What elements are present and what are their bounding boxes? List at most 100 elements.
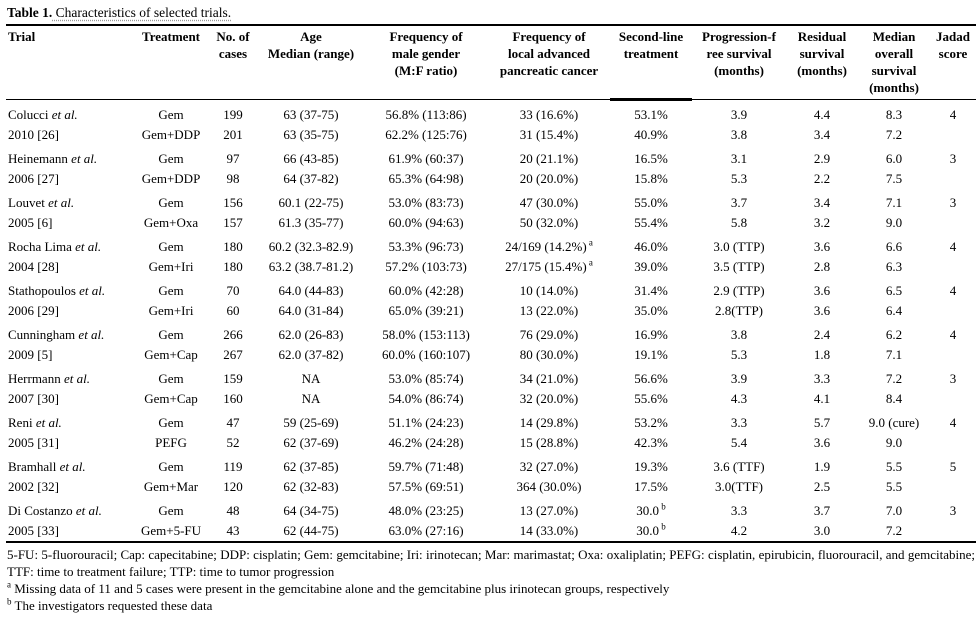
trial-etal: et al. bbox=[63, 371, 90, 386]
residual-cell: 3.4 bbox=[813, 195, 831, 210]
footnote-b-marker: b bbox=[7, 596, 12, 607]
age-cell: 61.3 (35-77) bbox=[278, 215, 344, 230]
trial-year-cell: 2006 [29] bbox=[8, 303, 59, 318]
mos-cell: 7.2 bbox=[885, 127, 903, 142]
mos-cell: 7.2 bbox=[885, 371, 903, 386]
mos-cell: 7.1 bbox=[885, 195, 903, 210]
cases-cell: 180 bbox=[223, 239, 243, 254]
col-header-second-line: Second-line treatment bbox=[610, 25, 692, 101]
age-cell: 60.1 (22-75) bbox=[278, 195, 344, 210]
table-caption-label: Table 1. bbox=[7, 5, 53, 20]
trial-name: Stathopoulos bbox=[8, 283, 80, 298]
age-cell: 64 (37-82) bbox=[283, 171, 339, 186]
footnote-b: b The investigators requested these data bbox=[7, 597, 975, 614]
male-gender-cell: 65.3% (64:98) bbox=[388, 171, 464, 186]
male-gender-cell: 61.9% (60:37) bbox=[388, 151, 464, 166]
male-gender-cell: 51.1% (24:23) bbox=[388, 415, 464, 430]
col-header-lapc: Frequency of local advanced pancreatic c… bbox=[488, 25, 610, 100]
cases-cell: 120 bbox=[223, 479, 243, 494]
residual-cell: 4.1 bbox=[813, 391, 831, 406]
trial-row: Louvet et al. Gem 156 60.1 (22-75) 53.0% (83… bbox=[6, 189, 976, 213]
trial-cell: Reni et al. bbox=[6, 409, 134, 433]
treatment-cell: Gem bbox=[158, 106, 184, 122]
age-cell: 62 (32-83) bbox=[283, 479, 339, 494]
pfs-cell: 3.8 bbox=[730, 127, 748, 142]
lapc-cell: 27/175 (15.4%) a bbox=[505, 257, 593, 274]
mos-cell: 6.2 bbox=[885, 327, 903, 342]
trial-name: Di Costanzo bbox=[8, 503, 76, 518]
residual-cell: 2.4 bbox=[813, 327, 831, 342]
lapc-cell: 31 (15.4%) bbox=[519, 127, 579, 142]
male-gender-cell: 54.0% (86:74) bbox=[388, 391, 464, 406]
second-line-cell: 30.0 b bbox=[636, 521, 666, 538]
cases-cell: 43 bbox=[226, 523, 240, 538]
mos-cell: 7.0 bbox=[885, 503, 903, 518]
cases-cell: 98 bbox=[226, 171, 240, 186]
pfs-cell: 5.3 bbox=[730, 171, 748, 186]
trial-etal: et al. bbox=[75, 239, 102, 254]
cases-cell: 159 bbox=[223, 371, 243, 386]
trial-name: Heinemann bbox=[8, 151, 72, 166]
pfs-cell: 3.8 bbox=[730, 327, 748, 342]
trial-row: Reni et al. Gem 47 59 (25-69) 51.1% (24:23) 1… bbox=[6, 409, 976, 433]
second-line-cell: 35.0% bbox=[634, 303, 668, 318]
pfs-cell: 3.7 bbox=[730, 195, 748, 210]
footnote-a: a Missing data of 11 and 5 cases were pr… bbox=[7, 580, 975, 597]
age-cell: 63 (35-75) bbox=[283, 127, 339, 142]
table-footnotes: 5-FU: 5-fluorouracil; Cap: capecitabine;… bbox=[6, 543, 977, 614]
age-cell: NA bbox=[301, 371, 321, 386]
mos-cell: 5.5 bbox=[885, 479, 903, 494]
residual-cell: 3.0 bbox=[813, 523, 831, 538]
treatment-cell: Gem bbox=[158, 195, 184, 210]
trial-year-cell: 2005 [33] bbox=[8, 523, 59, 538]
trial-row: 2006 [29] Gem+Iri 60 64.0 (31-84) 65.0% (39:… bbox=[6, 301, 976, 321]
mos-cell: 8.4 bbox=[885, 391, 903, 406]
lapc-cell: 24/169 (14.2%) a bbox=[505, 237, 593, 254]
second-line-cell: 16.5% bbox=[634, 151, 668, 166]
treatment-cell: Gem bbox=[158, 239, 184, 254]
cases-cell: 70 bbox=[226, 283, 240, 298]
jadad-cell: 4 bbox=[949, 327, 957, 342]
trial-row: Herrmann et al. Gem 159 NA 53.0% (85:74) 34 (… bbox=[6, 365, 976, 389]
age-cell: 60.2 (32.3-82.9) bbox=[268, 239, 354, 254]
male-gender-cell: 58.0% (153:113) bbox=[382, 327, 470, 342]
age-cell: 64.0 (44-83) bbox=[278, 283, 344, 298]
cases-cell: 119 bbox=[223, 459, 243, 474]
trial-name: Herrmann bbox=[8, 371, 64, 386]
trial-row: Di Costanzo et al. Gem 48 64 (34-75) 48.0% (… bbox=[6, 497, 976, 521]
treatment-cell: Gem+Cap bbox=[144, 347, 198, 362]
lapc-cell: 15 (28.8%) bbox=[519, 435, 579, 450]
col-header-residual: Residual survival (months) bbox=[786, 25, 858, 100]
trial-etal: et al. bbox=[51, 106, 78, 122]
trial-row: 2006 [27] Gem+DDP 98 64 (37-82) 65.3% (64:98… bbox=[6, 169, 976, 189]
residual-cell: 1.8 bbox=[813, 347, 831, 362]
lapc-cell: 33 (16.6%) bbox=[519, 106, 579, 122]
trial-row: Stathopoulos et al. Gem 70 64.0 (44-83) 60.0… bbox=[6, 277, 976, 301]
treatment-cell: PEFG bbox=[155, 435, 187, 450]
trial-name: Cunningham bbox=[8, 327, 79, 342]
trials-body: Colucci et al. Gem 199 63 (37-75) 56.8% (113… bbox=[6, 100, 976, 543]
trial-year-cell: 2005 [31] bbox=[8, 435, 59, 450]
trial-row: 2007 [30] Gem+Cap 160 NA 54.0% (86:74) 32 (20… bbox=[6, 389, 976, 409]
pfs-cell: 2.8(TTP) bbox=[714, 303, 764, 318]
mos-cell: 6.3 bbox=[885, 259, 903, 274]
trial-cell: Colucci et al. bbox=[6, 100, 134, 126]
jadad-cell bbox=[930, 389, 976, 409]
pfs-cell: 5.3 bbox=[730, 347, 748, 362]
trial-etal: et al. bbox=[79, 283, 106, 298]
treatment-cell: Gem bbox=[158, 371, 184, 386]
mos-cell: 6.6 bbox=[885, 239, 903, 254]
jadad-cell: 4 bbox=[949, 415, 957, 430]
trial-row: 2005 [6] Gem+Oxa 157 61.3 (35-77) 60.0% (94:… bbox=[6, 213, 976, 233]
lapc-cell-superscript: a bbox=[586, 257, 593, 268]
col-header-median-os: Median overall survival (months) bbox=[858, 25, 930, 100]
trial-year-cell: 2009 [5] bbox=[8, 347, 53, 362]
mos-cell: 7.5 bbox=[885, 171, 903, 186]
treatment-cell: Gem+5-FU bbox=[140, 523, 202, 538]
jadad-cell bbox=[930, 345, 976, 365]
residual-cell: 5.7 bbox=[813, 415, 831, 430]
trial-cell: Rocha Lima et al. bbox=[6, 233, 134, 257]
trial-row: Cunningham et al. Gem 266 62.0 (26-83) 58.0%… bbox=[6, 321, 976, 345]
pfs-cell: 3.0(TTF) bbox=[714, 479, 764, 494]
male-gender-cell: 63.0% (27:16) bbox=[388, 523, 464, 538]
